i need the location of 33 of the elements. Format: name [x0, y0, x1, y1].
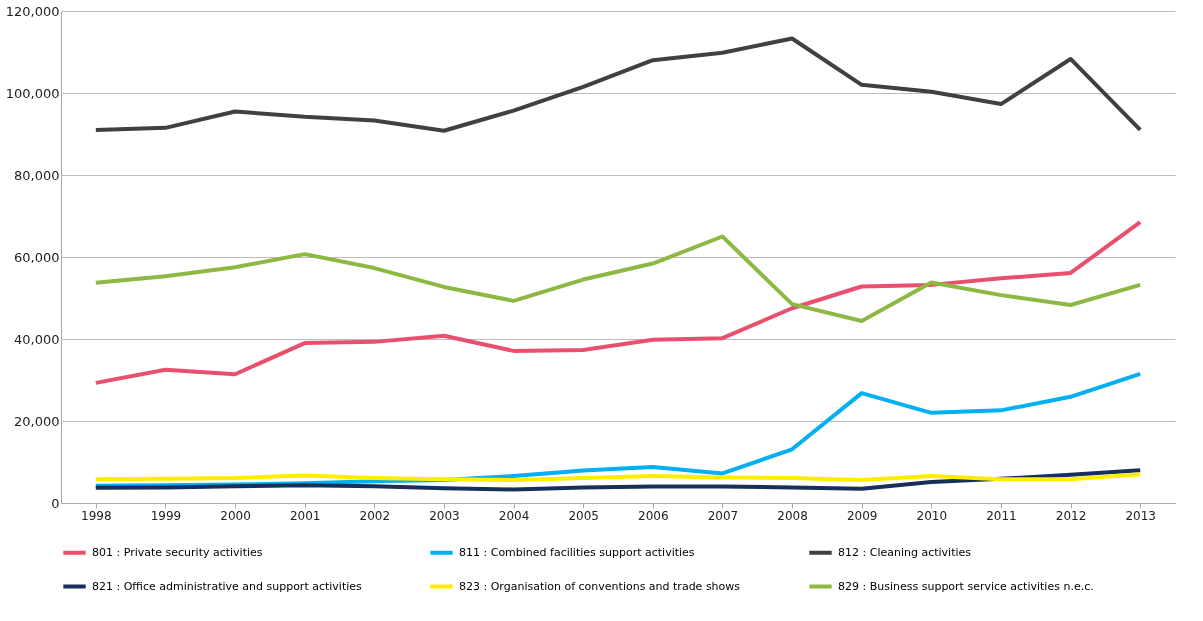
y-tick-label: 0	[51, 495, 60, 511]
legend-label: 801 : Private security activities	[92, 545, 263, 559]
y-tick-label: 80,000	[14, 167, 60, 183]
x-tick-label: 2007	[707, 508, 739, 523]
x-tick-label: 2005	[568, 508, 599, 523]
legend-label: 823 : Organisation of conventions and trade shows	[459, 579, 741, 593]
line-series	[93, 234, 1143, 323]
x-tick-label: 2002	[359, 508, 391, 523]
y-tick-label: 100,000	[5, 85, 60, 101]
legend-label: 829 : Business support service activities n.e.c.	[838, 579, 1094, 593]
legend-label: 812 : Cleaning activities	[838, 545, 972, 559]
x-tick-label: 2004	[498, 508, 530, 523]
x-tick-label: 2006	[638, 508, 669, 523]
x-tick-label: 2010	[916, 508, 948, 523]
x-tick-label: 2000	[220, 508, 251, 523]
legend-label: 821 : Office administrative and support activities	[92, 579, 363, 593]
x-tick-label: 1999	[150, 508, 182, 523]
x-tick-label: 2013	[1125, 508, 1156, 523]
y-tick-label: 120,000	[5, 3, 60, 19]
x-tick-label: 2003	[429, 508, 460, 523]
line-series	[93, 36, 1143, 133]
legend-label: 811 : Combined facilities support activities	[459, 545, 695, 559]
y-tick-label: 20,000	[14, 413, 60, 429]
line-series	[93, 468, 1143, 492]
x-tick-label: 2011	[986, 508, 1017, 523]
x-tick-label: 1998	[81, 508, 112, 523]
x-tick-label: 2009	[846, 508, 878, 523]
x-tick-label: 2001	[289, 508, 321, 523]
y-tick-label: 40,000	[14, 331, 60, 347]
y-tick-label: 60,000	[14, 249, 60, 265]
x-tick-label: 2012	[1055, 508, 1087, 523]
line-series	[93, 220, 1143, 385]
x-tick-label: 2008	[777, 508, 808, 523]
